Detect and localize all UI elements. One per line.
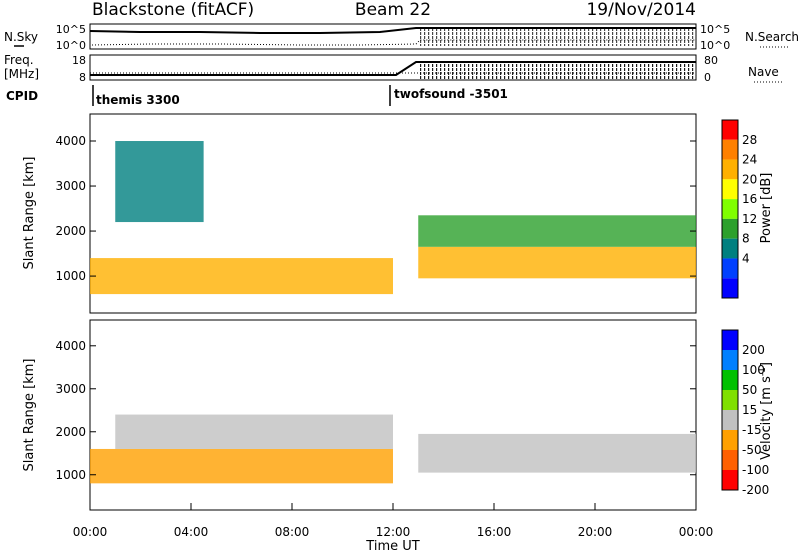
nsearch-trace <box>91 39 696 46</box>
nave-label: Nave <box>748 65 779 79</box>
power-yticks: 4000 3000 2000 1000 <box>55 134 696 283</box>
xtick-label-1: 04:00 <box>174 525 209 539</box>
beam-title: Beam 22 <box>355 0 431 20</box>
xtick-label-6: 00:00 <box>679 525 714 539</box>
colorbar-tick-1: 100 <box>742 363 765 377</box>
freq-tick-bottom: 8 <box>79 71 86 84</box>
colorbar-swatch-4 <box>722 410 738 430</box>
colorbar-tick-1: 24 <box>742 153 757 167</box>
xtick-label-3: 12:00 <box>376 525 411 539</box>
data-band-0 <box>90 448 393 484</box>
colorbar-tick-5: 8 <box>742 232 750 246</box>
station-title: Blackstone (fitACF) <box>92 0 254 20</box>
ytick-label-1: 3000 <box>55 179 86 193</box>
colorbar-tick-4: 12 <box>742 212 757 226</box>
colorbar-frame <box>721 119 739 299</box>
power-panel: 4000 3000 2000 1000 Slant Range [km] <box>22 113 697 314</box>
colorbar-tick-3: 16 <box>742 192 757 206</box>
nsky-panel <box>89 23 697 50</box>
colorbar-swatch-7 <box>722 258 738 279</box>
power-bands <box>90 141 696 295</box>
power-colorbar: 28 24 20 16 12 8 4 <box>721 119 757 299</box>
time-axis-label: Time UT <box>365 539 419 554</box>
colorbar-swatch-3 <box>722 390 738 410</box>
velocity-bands <box>90 414 696 484</box>
ytick-label-3: 1000 <box>55 269 86 283</box>
nsky-noise-block <box>418 28 696 46</box>
colorbar-tick-7: -200 <box>742 483 769 497</box>
colorbar-swatch-2 <box>722 159 738 180</box>
colorbar-swatch-0 <box>722 330 738 350</box>
colorbar-swatch-3 <box>722 179 738 200</box>
colorbar-swatch-8 <box>722 278 738 298</box>
colorbar-frame <box>721 329 739 491</box>
power-colorbar-label: Power [dB] <box>759 173 774 244</box>
ytick-label-0: 4000 <box>55 339 86 353</box>
velocity-yticks: 4000 3000 2000 1000 <box>55 339 696 482</box>
colorbar-swatch-6 <box>722 450 738 470</box>
data-band-2 <box>418 246 696 279</box>
freq-tick-top: 18 <box>72 54 86 67</box>
cpid-segment-1: themis 3300 <box>96 93 180 107</box>
colorbar-swatch-7 <box>722 470 738 490</box>
xtick-label-2: 08:00 <box>275 525 310 539</box>
data-band-1 <box>115 141 204 223</box>
cpid-segment-2: twofsound -3501 <box>394 87 508 101</box>
colorbar-tick-2: 50 <box>742 383 757 397</box>
colorbar-tick-4: -15 <box>742 423 762 437</box>
time-axis-ticks: 00:00 04:00 08:00 12:00 16:00 20:00 00:00 <box>73 503 714 539</box>
data-band-0 <box>90 258 393 295</box>
freq-label-1: Freq. <box>4 53 34 67</box>
colorbar-tick-5: -50 <box>742 443 762 457</box>
colorbar-tick-3: 15 <box>742 403 757 417</box>
colorbar-tick-0: 28 <box>742 133 757 147</box>
xtick-label-0: 00:00 <box>73 525 108 539</box>
velocity-ylabel: Slant Range [km] <box>22 359 37 472</box>
data-band-3 <box>418 215 696 247</box>
colorbar-tick-2: 20 <box>742 172 757 186</box>
freq-label-2: [MHz] <box>4 67 39 81</box>
power-ylabel: Slant Range [km] <box>22 157 37 270</box>
data-band-1 <box>115 414 393 449</box>
nave-tick-bottom: 0 <box>704 71 711 84</box>
nsky-tick-top: 10^5 <box>56 23 86 36</box>
velocity-colorbar-label: Velocity [m s-1] <box>758 362 774 460</box>
date-title: 19/Nov/2014 <box>586 0 696 20</box>
ytick-label-3: 1000 <box>55 468 86 482</box>
colorbar-swatch-5 <box>722 218 738 239</box>
colorbar-swatch-1 <box>722 139 738 160</box>
xtick-label-5: 20:00 <box>578 525 613 539</box>
data-band-2 <box>418 433 696 473</box>
colorbar-tick-0: 200 <box>742 343 765 357</box>
ytick-label-1: 3000 <box>55 382 86 396</box>
freq-panel <box>89 54 697 81</box>
nave-spike-block <box>418 62 696 80</box>
nsearch-label: N.Search <box>745 30 799 44</box>
colorbar-tick-6: 4 <box>742 251 750 265</box>
xtick-label-4: 16:00 <box>477 525 512 539</box>
nsky-label: N.Sky <box>4 30 38 44</box>
nave-tick-top: 80 <box>704 54 718 67</box>
colorbar-swatch-4 <box>722 199 738 219</box>
nsearch-tick-bottom: 10^0 <box>700 39 730 52</box>
nsky-tick-bottom: 10^0 <box>56 39 86 52</box>
colorbar-swatch-6 <box>722 238 738 259</box>
nsearch-tick-top: 10^5 <box>700 23 730 36</box>
ytick-label-2: 2000 <box>55 224 86 238</box>
ytick-label-2: 2000 <box>55 425 86 439</box>
colorbar-swatch-1 <box>722 350 738 370</box>
colorbar-swatch-2 <box>722 370 738 390</box>
ytick-label-0: 4000 <box>55 134 86 148</box>
colorbar-tick-6: -100 <box>742 463 769 477</box>
cpid-label: CPID <box>6 89 38 103</box>
colorbar-swatch-5 <box>722 430 738 450</box>
velocity-colorbar: 200 100 50 15 -15 -50 -100 -200 <box>721 329 769 497</box>
colorbar-swatch-0 <box>722 120 738 140</box>
